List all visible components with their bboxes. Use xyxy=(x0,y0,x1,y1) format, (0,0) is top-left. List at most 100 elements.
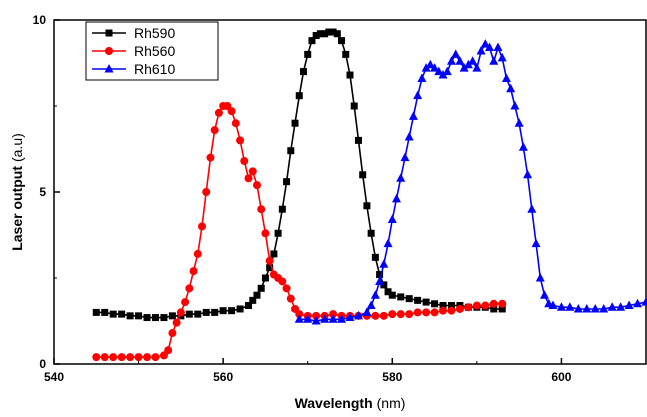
data-point-rh610 xyxy=(320,314,330,323)
data-point-rh610 xyxy=(430,63,440,72)
data-point-rh610 xyxy=(506,83,516,93)
y-axis-title: Laser output (a.u) xyxy=(9,133,25,251)
data-point-rh560 xyxy=(295,310,304,319)
data-point-rh610 xyxy=(527,204,537,213)
x-tick-label: 580 xyxy=(382,370,402,384)
data-point-rh560 xyxy=(371,311,380,320)
data-point-rh590 xyxy=(151,314,159,322)
data-point-rh590 xyxy=(261,274,269,282)
data-point-rh560 xyxy=(126,353,135,362)
data-point-rh560 xyxy=(329,310,338,319)
series-rh610 xyxy=(294,39,647,325)
data-point-rh560 xyxy=(117,353,126,362)
data-point-rh560 xyxy=(202,188,211,196)
data-point-rh590 xyxy=(498,305,506,313)
data-point-rh590 xyxy=(371,253,379,261)
data-point-rh560 xyxy=(439,306,448,315)
data-point-rh610 xyxy=(404,131,414,141)
legend-label: Rh590 xyxy=(134,25,175,41)
data-point-rh590 xyxy=(405,295,413,303)
data-point-rh560 xyxy=(472,301,481,310)
data-point-rh610 xyxy=(387,214,397,224)
data-point-rh610 xyxy=(616,302,626,311)
data-point-rh610 xyxy=(476,45,486,55)
data-point-rh610 xyxy=(438,70,448,79)
legend-entry: Rh590 xyxy=(92,25,175,41)
data-point-rh590 xyxy=(447,302,455,310)
data-point-rh610 xyxy=(523,169,533,179)
data-point-rh560 xyxy=(422,308,431,317)
data-point-rh560 xyxy=(447,306,456,315)
data-point-rh590 xyxy=(92,308,100,316)
data-point-rh560 xyxy=(265,256,274,265)
data-point-rh560 xyxy=(278,277,287,286)
data-point-rh560 xyxy=(282,284,291,293)
data-point-rh610 xyxy=(514,118,524,127)
data-point-rh590 xyxy=(202,308,210,316)
series-layer xyxy=(92,28,647,362)
legend: Rh590 Rh560 Rh610 xyxy=(85,21,219,81)
data-point-rh610 xyxy=(540,290,550,299)
data-point-rh610 xyxy=(421,63,431,72)
data-point-rh610 xyxy=(565,302,575,311)
data-point-rh610 xyxy=(501,73,511,82)
data-point-rh610 xyxy=(417,73,427,82)
axes: 540 560 580 600 0 5 10 xyxy=(33,13,647,384)
data-point-rh610 xyxy=(392,193,402,203)
series-rh590 xyxy=(92,28,506,322)
legend-marker xyxy=(104,64,114,73)
data-point-rh560 xyxy=(164,346,173,355)
data-point-rh590 xyxy=(185,310,193,318)
data-point-rh610 xyxy=(353,310,363,320)
data-point-rh610 xyxy=(383,238,393,248)
data-point-rh610 xyxy=(328,314,338,323)
data-point-rh590 xyxy=(333,30,341,38)
data-point-rh610 xyxy=(607,302,617,311)
legend-entry: Rh610 xyxy=(92,61,175,77)
data-point-rh590 xyxy=(295,92,303,100)
data-point-rh590 xyxy=(299,68,307,76)
x-axis-title-unit: (nm) xyxy=(377,395,406,411)
data-point-rh560 xyxy=(185,284,194,293)
x-axis-title: Wavelength (nm) xyxy=(295,395,406,411)
data-point-rh560 xyxy=(261,229,270,238)
x-tick-label: 600 xyxy=(551,370,571,384)
data-point-rh610 xyxy=(518,142,528,151)
data-point-rh590 xyxy=(257,284,265,292)
data-point-rh610 xyxy=(497,52,507,62)
data-point-rh590 xyxy=(126,312,134,320)
data-point-rh610 xyxy=(548,300,558,310)
data-point-rh590 xyxy=(109,310,117,318)
data-point-rh590 xyxy=(236,305,244,313)
data-point-rh610 xyxy=(303,314,313,323)
data-point-rh590 xyxy=(431,300,439,308)
data-point-rh590 xyxy=(278,205,286,213)
data-point-rh590 xyxy=(354,136,362,144)
y-tick-label: 0 xyxy=(39,357,46,371)
data-point-rh590 xyxy=(274,229,282,237)
data-point-rh560 xyxy=(405,310,414,319)
data-point-rh590 xyxy=(101,308,109,316)
data-point-rh560 xyxy=(379,311,388,320)
data-point-rh610 xyxy=(556,302,566,311)
data-point-rh610 xyxy=(510,101,520,110)
x-tick-label: 560 xyxy=(213,370,233,384)
data-point-rh590 xyxy=(160,314,168,322)
data-point-rh610 xyxy=(599,303,609,313)
data-point-rh590 xyxy=(143,314,151,322)
data-point-rh560 xyxy=(498,299,507,308)
data-point-rh590 xyxy=(346,71,354,79)
data-point-rh590 xyxy=(291,119,299,127)
data-point-rh590 xyxy=(439,302,447,310)
data-point-rh610 xyxy=(531,238,541,248)
data-point-rh590 xyxy=(312,31,320,39)
data-point-rh610 xyxy=(455,56,465,65)
data-point-rh560 xyxy=(455,304,464,313)
data-point-rh590 xyxy=(118,310,126,318)
data-point-rh560 xyxy=(236,136,245,145)
data-point-rh610 xyxy=(413,90,423,100)
data-point-rh560 xyxy=(430,308,439,317)
data-point-rh610 xyxy=(311,316,321,325)
data-point-rh590 xyxy=(211,308,219,316)
